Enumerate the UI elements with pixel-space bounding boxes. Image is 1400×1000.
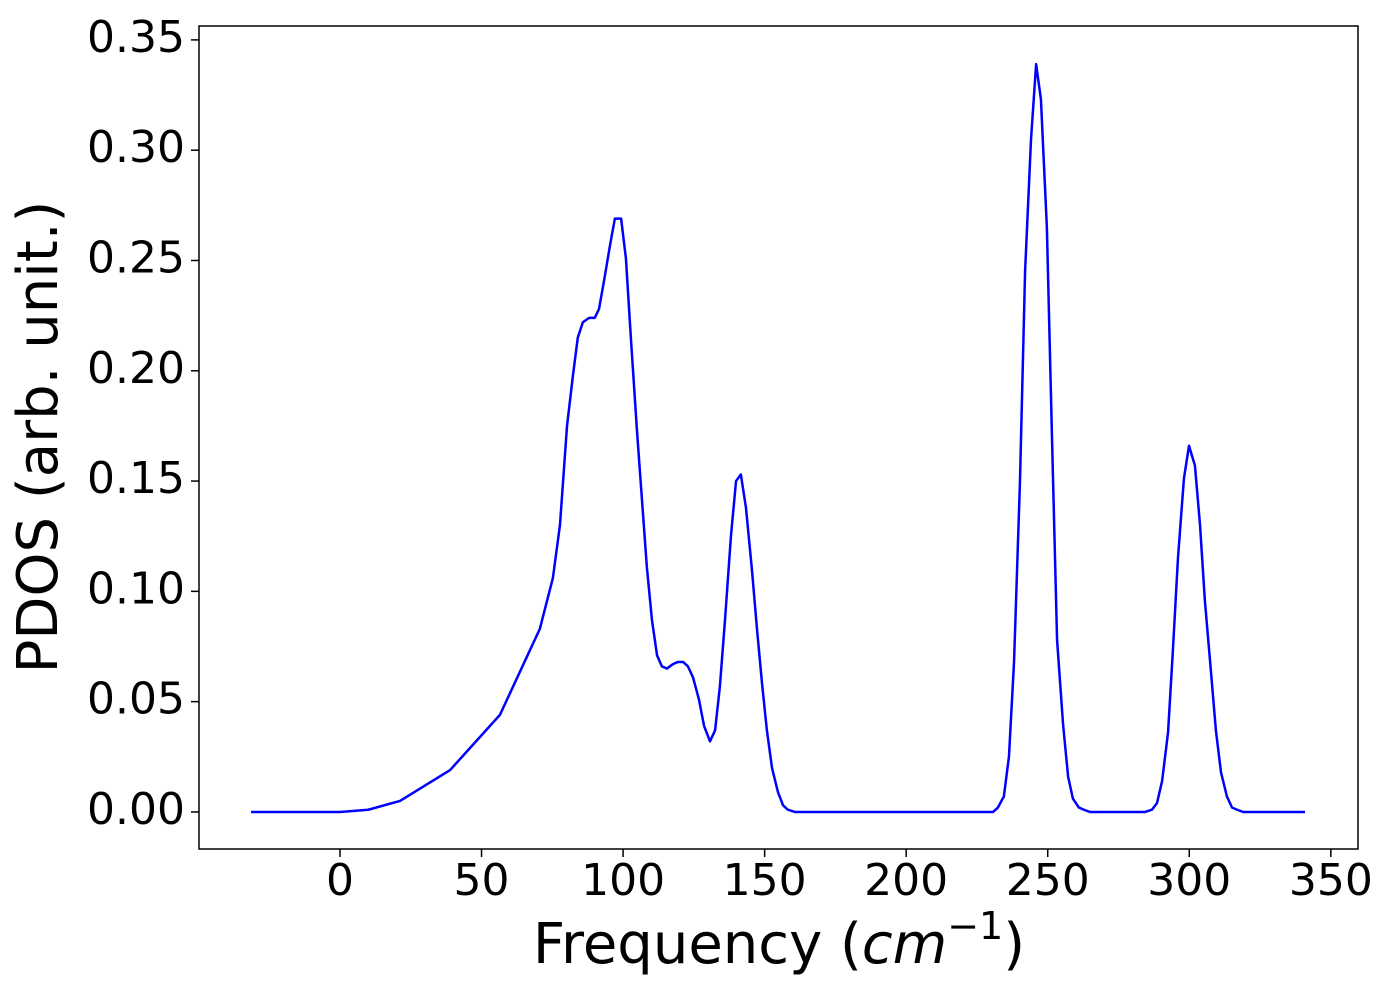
plot-frame [198, 25, 1359, 850]
y-tick-label: 0.30 [87, 122, 185, 173]
y-tick-label: 0.25 [87, 232, 185, 283]
y-tick-label: 0.10 [87, 563, 185, 614]
x-label-text: Frequency ( [533, 912, 862, 977]
x-tick-label: 200 [864, 855, 948, 906]
y-tick-label: 0.20 [87, 343, 185, 394]
x-label-close: ) [1003, 912, 1025, 977]
y-tick-label: 0.05 [87, 674, 185, 725]
y-tick-label: 0.35 [87, 12, 185, 63]
y-tick-label: 0.00 [87, 784, 185, 835]
y-axis-label: PDOS (arb. unit.) [6, 201, 71, 674]
x-label-unit: cm [862, 912, 947, 977]
x-label-exponent: −1 [947, 904, 1003, 948]
x-axis-label: Frequency (cm−1) [533, 904, 1025, 978]
x-tick-label: 0 [326, 855, 354, 906]
x-tick-label: 250 [1006, 855, 1090, 906]
x-tick-label: 350 [1289, 855, 1373, 906]
x-tick-label: 150 [723, 855, 807, 906]
x-tick-label: 50 [454, 855, 510, 906]
x-tick-label: 100 [581, 855, 665, 906]
x-tick-label: 300 [1147, 855, 1231, 906]
y-tick-label: 0.15 [87, 453, 185, 504]
data-line [251, 62, 1306, 814]
